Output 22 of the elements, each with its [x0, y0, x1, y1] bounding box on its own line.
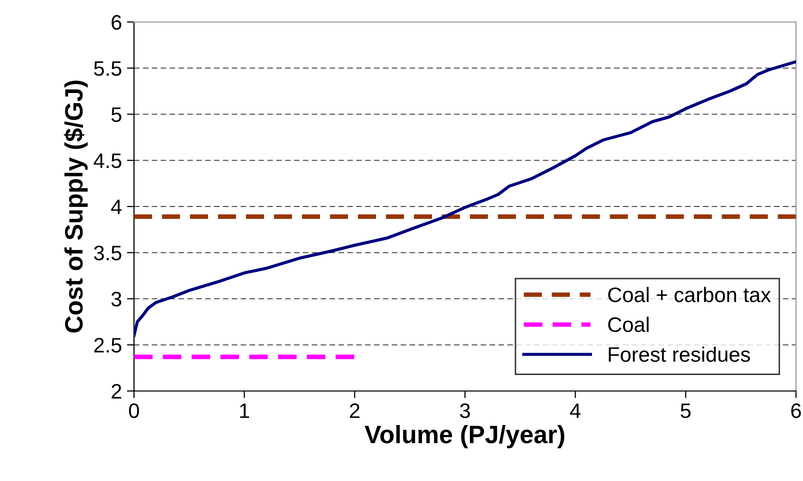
line-series	[134, 60, 796, 338]
x-tick-label: 6	[791, 403, 801, 418]
y-tick-label: 5.5	[94, 61, 122, 76]
y-tick-label: 4	[111, 200, 122, 214]
y-tick-label: 6	[112, 15, 122, 30]
legend-label: Forest residues	[608, 346, 750, 362]
y-tick-label: 4.5	[94, 154, 122, 168]
x-axis-title: Volume (PJ/year)	[364, 425, 564, 448]
y-tick-label: 3.5	[94, 246, 122, 260]
x-tick-label: 3	[460, 403, 470, 418]
x-tick-label: 1	[240, 404, 250, 418]
legend-label: Coal + carbon tax	[608, 286, 771, 302]
legend-label: Coal	[608, 316, 649, 332]
y-axis-title: Cost of Supply ($/GJ)	[64, 80, 88, 333]
y-tick-label: 2	[112, 384, 122, 399]
x-tick-label: 2	[350, 403, 360, 418]
x-tick-label: 5	[680, 404, 691, 418]
x-tick-label: 0	[129, 403, 139, 418]
y-tick-label: 2.5	[94, 338, 122, 353]
y-tick-label: 3	[111, 292, 122, 307]
y-tick-label: 5	[111, 107, 122, 122]
x-tick-label: 4	[570, 404, 581, 418]
